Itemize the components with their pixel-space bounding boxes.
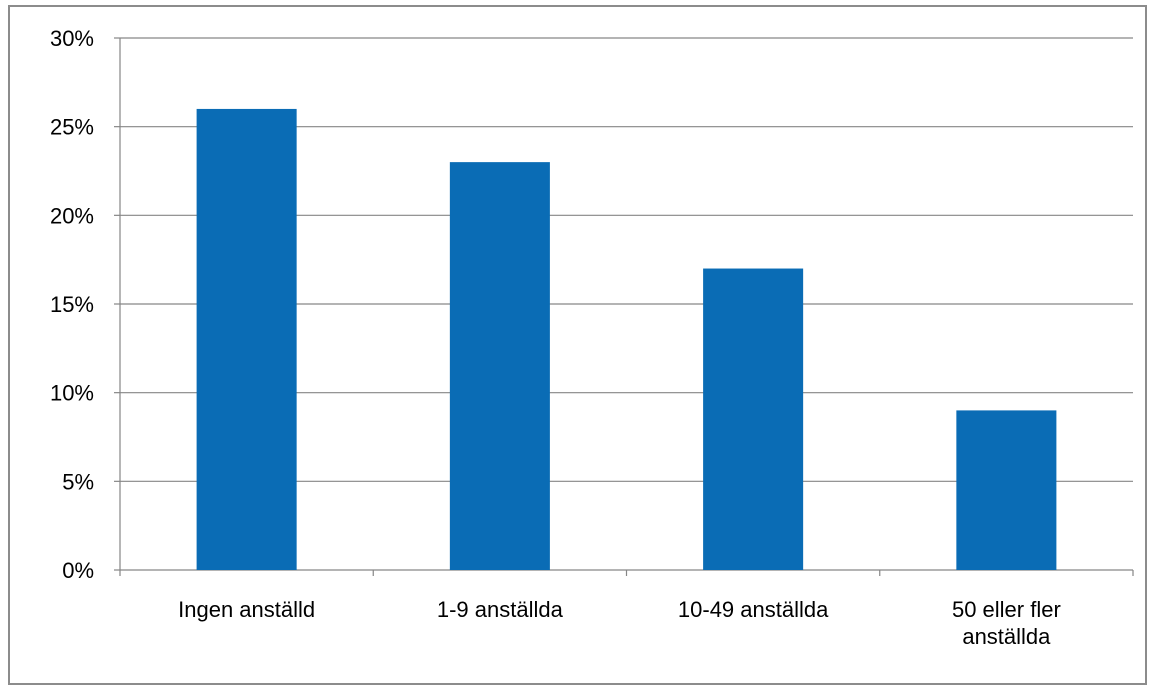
y-tick-label: 20% bbox=[50, 203, 94, 228]
x-tick-label: 10-49 anställda bbox=[678, 597, 829, 622]
x-axis: Ingen anställd 1-9 anställda 10-49 anställ… bbox=[119, 569, 1134, 649]
x-tick-label: 1-9 anställda bbox=[437, 597, 564, 622]
x-tick-label: Ingen anställd bbox=[178, 597, 315, 622]
y-axis: 0% 5% 10% 15% 20% 25% 30% bbox=[50, 26, 121, 583]
y-tick-label: 25% bbox=[50, 115, 94, 140]
y-tick-label: 30% bbox=[50, 26, 94, 51]
y-tick-label: 10% bbox=[50, 381, 94, 406]
bar bbox=[196, 108, 297, 570]
y-tick-label: 15% bbox=[50, 292, 94, 317]
x-tick-label: 50 eller fler bbox=[952, 597, 1061, 622]
bar bbox=[956, 410, 1057, 570]
x-tick-label: anställda bbox=[962, 624, 1051, 649]
y-tick-label: 0% bbox=[62, 558, 94, 583]
bars bbox=[196, 108, 1057, 570]
bar bbox=[449, 162, 550, 570]
bar bbox=[703, 268, 804, 570]
y-tick-label: 5% bbox=[62, 469, 94, 494]
